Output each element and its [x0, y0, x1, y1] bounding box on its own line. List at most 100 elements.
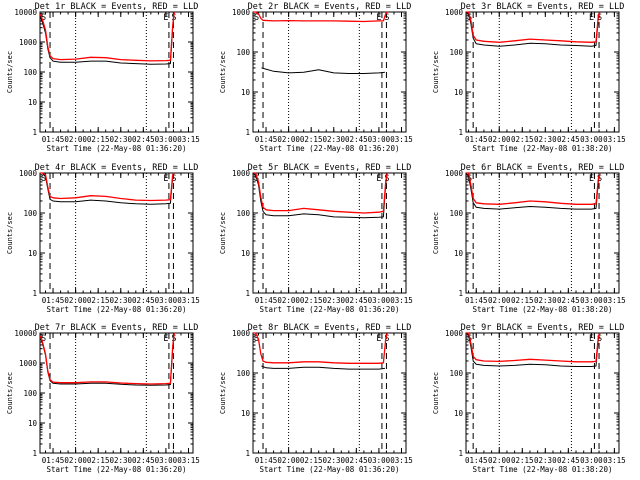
y-tick-label: 10 [28, 419, 38, 428]
x-tick-label: 02:45 [132, 456, 155, 465]
y-tick-label: 1 [458, 128, 463, 137]
chart-title: Det 8r BLACK = Events, RED = LLD [248, 323, 412, 333]
chart-panel-8: Det 8r BLACK = Events, RED = LLD Counts/s… [219, 323, 413, 474]
flag-marker-label: S [597, 334, 602, 344]
y-tick-label: 10 [241, 409, 251, 418]
flag-marker-label: E [376, 334, 381, 344]
x-tick-label: 03:15 [390, 135, 413, 144]
flag-marker-label: E [163, 13, 168, 23]
y-axis-label: Counts/sec [432, 51, 440, 93]
x-tick-label: 03:15 [177, 135, 200, 144]
y-axis-label: Counts/sec [219, 372, 227, 414]
x-tick-label: 02:15 [87, 456, 110, 465]
y-tick-label: 100 [236, 209, 250, 218]
y-tick-label: 1000 [445, 169, 464, 178]
flag-marker-label: E [376, 174, 381, 184]
y-tick-label: 10000 [14, 8, 37, 17]
flag-marker-label: S [254, 334, 259, 344]
y-tick-label: 1 [32, 289, 37, 298]
y-tick-label: 1 [458, 449, 463, 458]
flag-marker-label: S [384, 13, 389, 23]
series-line-events [39, 334, 175, 386]
series-line-lld [40, 172, 175, 202]
x-tick-label: 01:45 [42, 456, 65, 465]
y-tick-label: 100 [449, 209, 463, 218]
x-axis-label: Start Time (22-May-08 01:36:20) [260, 144, 400, 153]
y-tick-label: 100 [23, 68, 37, 77]
x-tick-label: 03:15 [603, 456, 626, 465]
chart-title: Det 7r BLACK = Events, RED = LLD [35, 323, 199, 333]
x-axis-label: Start Time (22-May-08 01:36:20) [260, 465, 400, 474]
x-axis-label: Start Time (22-May-08 01:36:20) [47, 305, 187, 314]
series-line-events [40, 172, 175, 205]
chart-title: Det 2r BLACK = Events, RED = LLD [248, 2, 412, 12]
flag-marker-label: S [384, 334, 389, 344]
x-tick-label: 02:45 [345, 456, 368, 465]
x-tick-label: 02:45 [557, 296, 580, 305]
y-axis-label: Counts/sec [6, 51, 14, 93]
chart-title: Det 9r BLACK = Events, RED = LLD [461, 323, 625, 333]
y-tick-label: 1000 [232, 329, 251, 338]
x-tick-label: 02:45 [557, 135, 580, 144]
x-tick-label: 02:00 [64, 456, 87, 465]
x-tick-label: 03:15 [603, 135, 626, 144]
y-tick-label: 10 [454, 409, 464, 418]
series-line-lld [39, 332, 175, 385]
series-line-events [261, 365, 385, 370]
y-tick-label: 10 [454, 249, 464, 258]
x-tick-label: 01:45 [465, 296, 488, 305]
flag-marker-label: E [589, 13, 594, 23]
x-tick-label: 03:00 [368, 296, 391, 305]
flag-marker-label: E [589, 334, 594, 344]
x-tick-label: 01:45 [42, 296, 65, 305]
chart-title: Det 6r BLACK = Events, RED = LLD [461, 163, 625, 173]
series-line-lld [253, 11, 388, 23]
flag-marker-label: S [171, 174, 176, 184]
x-tick-label: 02:15 [511, 135, 534, 144]
x-tick-label: 02:45 [345, 135, 368, 144]
y-tick-label: 10 [454, 88, 464, 97]
flag-marker-label: E [376, 13, 381, 23]
flag-marker-label: S [597, 174, 602, 184]
x-tick-label: 02:00 [277, 456, 300, 465]
y-tick-label: 100 [236, 48, 250, 57]
x-tick-label: 03:15 [177, 296, 200, 305]
x-tick-label: 03:00 [580, 456, 603, 465]
y-tick-label: 1 [32, 128, 37, 137]
x-tick-label: 02:30 [322, 456, 345, 465]
x-tick-label: 03:15 [390, 456, 413, 465]
y-tick-label: 1000 [19, 169, 38, 178]
series-line-events [465, 332, 601, 367]
x-tick-label: 01:45 [255, 456, 278, 465]
y-tick-label: 1000 [445, 329, 464, 338]
flag-marker-label: S [41, 13, 46, 23]
series-line-events [465, 172, 601, 210]
x-tick-label: 02:00 [64, 296, 87, 305]
chart-panel-9: Det 9r BLACK = Events, RED = LLD Counts/s… [432, 323, 626, 474]
x-tick-label: 02:15 [300, 456, 323, 465]
plot-frame [252, 11, 407, 133]
y-tick-label: 1000 [445, 8, 464, 17]
x-tick-label: 01:45 [255, 135, 278, 144]
y-tick-label: 10 [241, 249, 251, 258]
y-tick-label: 1 [458, 289, 463, 298]
x-tick-label: 02:30 [322, 135, 345, 144]
y-tick-label: 100 [23, 389, 37, 398]
series-line-lld [253, 332, 388, 364]
x-tick-label: 02:00 [277, 135, 300, 144]
y-axis-label: Counts/sec [6, 372, 14, 414]
chart-title: Det 3r BLACK = Events, RED = LLD [461, 2, 625, 12]
x-tick-label: 02:00 [488, 135, 511, 144]
series-line-events [261, 67, 385, 74]
y-tick-label: 10000 [14, 329, 37, 338]
x-tick-label: 03:00 [368, 135, 391, 144]
flag-marker-label: E [589, 174, 594, 184]
x-tick-label: 02:15 [300, 296, 323, 305]
x-tick-label: 02:15 [87, 135, 110, 144]
x-axis-label: Start Time (22-May-08 01:36:20) [47, 465, 187, 474]
x-tick-label: 02:30 [534, 135, 557, 144]
x-tick-label: 03:15 [390, 296, 413, 305]
plot-frame [465, 172, 620, 294]
y-axis-label: Counts/sec [432, 212, 440, 254]
flag-marker-label: S [41, 334, 46, 344]
